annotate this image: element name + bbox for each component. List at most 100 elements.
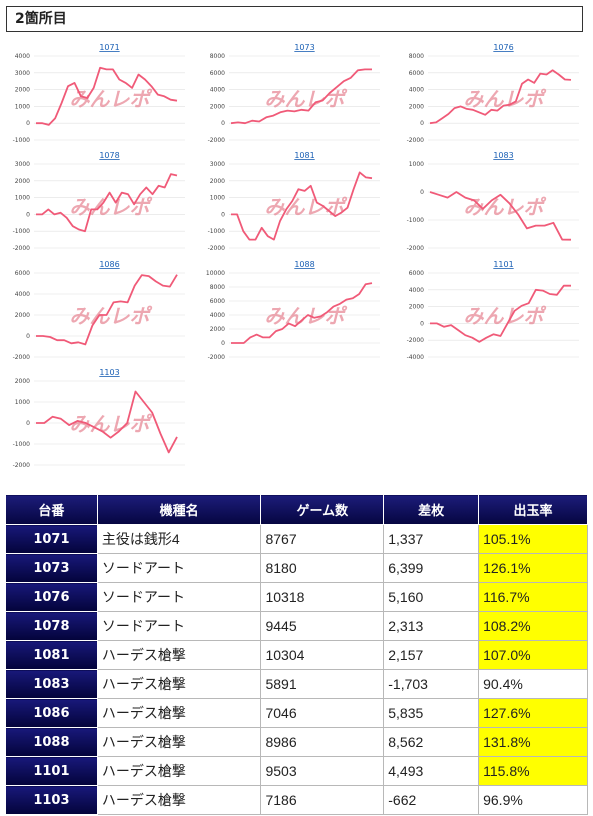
- y-tick-label: 1000: [409, 161, 424, 168]
- y-tick-label: 2000: [210, 103, 225, 110]
- machine-number-cell: 1083: [5, 669, 98, 699]
- payout-rate-cell: 96.9%: [478, 785, 588, 815]
- chart-title-link[interactable]: 1078: [99, 151, 119, 160]
- table-row: 1081 ハーデス槍撃 10304 2,157 107.0%: [5, 640, 588, 670]
- machine-number-cell: 1101: [5, 756, 98, 786]
- table-row: 1101 ハーデス槍撃 9503 4,493 115.8%: [5, 756, 588, 786]
- game-count-cell: 5891: [260, 669, 385, 699]
- y-tick-label: 6000: [409, 270, 424, 277]
- table-row: 1071 主役は銭形4 8767 1,337 105.1%: [5, 524, 588, 554]
- coin-diff-cell: 5,160: [383, 582, 480, 612]
- chart-title-link[interactable]: 1086: [99, 260, 119, 269]
- payout-rate-cell: 127.6%: [478, 698, 588, 728]
- chart-title-link[interactable]: 1083: [493, 151, 513, 160]
- chart-machine-1086: 1086 -2000 0 2000 4000 6000 みんレポ: [0, 259, 185, 365]
- y-tick-label: -4000: [407, 354, 425, 361]
- table-row: 1103 ハーデス槍撃 7186 -662 96.9%: [5, 785, 588, 815]
- chart-title-link[interactable]: 1076: [493, 43, 513, 52]
- series-line: [36, 66, 178, 126]
- y-tick-label: 4000: [210, 87, 225, 94]
- y-tick-label: -2000: [407, 245, 425, 252]
- y-tick-label: -2000: [208, 245, 226, 252]
- y-tick-label: 8000: [210, 284, 225, 291]
- line-chart: 1103 -2000 -1000 0 1000 2000 みんレポ: [13, 368, 185, 469]
- chart-machine-1076: 1076 -2000 0 2000 4000 6000 8000 みんレポ: [394, 42, 579, 148]
- y-tick-label: 0: [26, 333, 30, 340]
- y-tick-label: -1000: [208, 228, 226, 235]
- chart-title-link[interactable]: 1073: [294, 43, 314, 52]
- chart-title-link[interactable]: 1103: [99, 368, 119, 377]
- model-name-cell: ソードアート: [96, 611, 262, 641]
- y-tick-label: -1000: [13, 228, 31, 235]
- coin-diff-cell: 2,157: [383, 640, 480, 670]
- payout-rate-cell: 115.8%: [478, 756, 588, 786]
- y-tick-label: 2000: [409, 103, 424, 110]
- y-tick-label: -1000: [13, 137, 31, 144]
- y-tick-label: 3000: [210, 161, 225, 168]
- payout-rate-cell: 126.1%: [478, 553, 588, 583]
- header-payout-rate: 出玉率: [478, 494, 588, 525]
- machine-number-cell: 1086: [5, 698, 98, 728]
- series-line: [231, 282, 373, 344]
- table-header-row: 台番 機種名 ゲーム数 差枚 出玉率: [5, 494, 588, 525]
- chart-title-link[interactable]: 1101: [493, 260, 513, 269]
- section-title: 2箇所目: [6, 6, 583, 32]
- y-tick-label: 2000: [409, 304, 424, 311]
- chart-title-link[interactable]: 1081: [294, 151, 314, 160]
- machine-number-cell: 1078: [5, 611, 98, 641]
- chart-machine-1083: 1083 -2000 -1000 0 1000 みんレポ: [394, 150, 579, 256]
- y-tick-label: 8000: [210, 53, 225, 60]
- y-tick-label: 0: [221, 211, 225, 218]
- y-tick-label: 1000: [210, 195, 225, 202]
- watermark-logo: みんレポ: [70, 87, 153, 111]
- chart-title-link[interactable]: 1071: [99, 43, 119, 52]
- payout-rate-cell: 131.8%: [478, 727, 588, 757]
- game-count-cell: 8986: [260, 727, 385, 757]
- series-line: [36, 274, 178, 346]
- model-name-cell: ハーデス槍撃: [96, 640, 262, 670]
- chart-machine-1103: 1103 -2000 -1000 0 1000 2000 みんレポ: [0, 367, 185, 473]
- y-tick-label: 2000: [15, 87, 30, 94]
- model-name-cell: ハーデス槍撃: [96, 698, 262, 728]
- y-tick-label: 3000: [15, 70, 30, 77]
- y-tick-label: 1000: [15, 399, 30, 406]
- table-row: 1078 ソードアート 9445 2,313 108.2%: [5, 611, 588, 641]
- game-count-cell: 9503: [260, 756, 385, 786]
- y-tick-label: 6000: [210, 70, 225, 77]
- game-count-cell: 7186: [260, 785, 385, 815]
- chart-machine-1071: 1071 -1000 0 1000 2000 3000 4000 みんレポ: [0, 42, 185, 148]
- y-tick-label: -2000: [13, 462, 31, 469]
- table-row: 1073 ソードアート 8180 6,399 126.1%: [5, 553, 588, 583]
- y-tick-label: 2000: [15, 312, 30, 319]
- y-tick-label: 0: [26, 120, 30, 127]
- model-name-cell: ソードアート: [96, 582, 262, 612]
- chart-machine-1078: 1078 -2000 -1000 0 1000 2000 3000 みんレポ: [0, 150, 185, 256]
- machine-number-cell: 1076: [5, 582, 98, 612]
- model-name-cell: ソードアート: [96, 553, 262, 583]
- y-tick-label: 0: [221, 340, 225, 347]
- model-name-cell: ハーデス槍撃: [96, 669, 262, 699]
- y-tick-label: 0: [420, 189, 424, 196]
- payout-rate-cell: 107.0%: [478, 640, 588, 670]
- series-line: [430, 284, 572, 343]
- chart-machine-1081: 1081 -2000 -1000 0 1000 2000 3000 みんレポ: [195, 150, 380, 256]
- payout-rate-cell: 90.4%: [478, 669, 588, 699]
- coin-diff-cell: -662: [383, 785, 480, 815]
- y-tick-label: 0: [26, 420, 30, 427]
- coin-diff-cell: 5,835: [383, 698, 480, 728]
- coin-diff-cell: 8,562: [383, 727, 480, 757]
- chart-title-link[interactable]: 1088: [294, 260, 314, 269]
- coin-diff-cell: 6,399: [383, 553, 480, 583]
- y-tick-label: 1000: [15, 195, 30, 202]
- series-line: [429, 191, 572, 241]
- table-row: 1086 ハーデス槍撃 7046 5,835 127.6%: [5, 698, 588, 728]
- coin-diff-cell: 2,313: [383, 611, 480, 641]
- y-tick-label: -2000: [13, 354, 31, 361]
- game-count-cell: 10318: [260, 582, 385, 612]
- chart-grid: 1071 -1000 0 1000 2000 3000 4000 みんレポ 1073 -2000 0…: [0, 42, 593, 482]
- y-tick-label: 6000: [15, 270, 30, 277]
- header-game-count: ゲーム数: [260, 494, 385, 525]
- model-name-cell: ハーデス槍撃: [96, 756, 262, 786]
- y-tick-label: -1000: [407, 217, 425, 224]
